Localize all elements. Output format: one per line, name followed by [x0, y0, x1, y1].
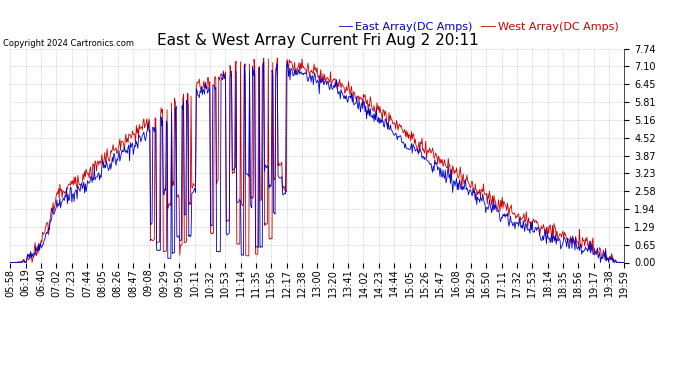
- West Array(DC Amps): [6, 260, 14, 265]
- East Array(DC Amps): [100, 166, 108, 170]
- West Array(DC Amps): [172, 195, 181, 200]
- East Array(DC Amps): [152, 248, 161, 252]
- East Array(DC Amps): [6, 260, 14, 265]
- West Array(DC Amps): [384, 120, 393, 125]
- Line: West Array(DC Amps): West Array(DC Amps): [10, 58, 624, 262]
- Text: Copyright 2024 Cartronics.com: Copyright 2024 Cartronics.com: [3, 39, 135, 48]
- Title: East & West Array Current Fri Aug 2 20:11: East & West Array Current Fri Aug 2 20:1…: [157, 33, 478, 48]
- West Array(DC Amps): [152, 240, 161, 245]
- Legend: East Array(DC Amps), West Array(DC Amps): East Array(DC Amps), West Array(DC Amps): [339, 22, 619, 32]
- West Array(DC Amps): [620, 260, 629, 265]
- East Array(DC Amps): [620, 260, 629, 265]
- East Array(DC Amps): [269, 210, 277, 215]
- West Array(DC Amps): [259, 56, 268, 60]
- West Array(DC Amps): [406, 139, 415, 143]
- West Array(DC Amps): [270, 178, 279, 182]
- East Array(DC Amps): [172, 234, 181, 238]
- East Array(DC Amps): [406, 145, 415, 150]
- West Array(DC Amps): [100, 158, 108, 162]
- Line: East Array(DC Amps): East Array(DC Amps): [10, 61, 624, 262]
- East Array(DC Amps): [283, 59, 291, 63]
- East Array(DC Amps): [384, 120, 393, 124]
